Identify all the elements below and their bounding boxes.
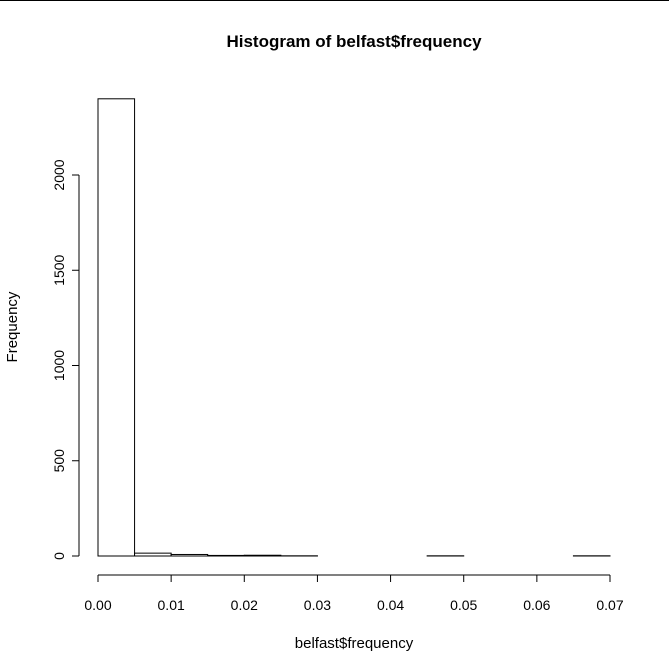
histogram-bar-4: [243, 554, 282, 557]
y-axis-label: Frequency: [4, 291, 21, 362]
bars-group: [97, 98, 611, 557]
x-tick-label-6: 0.06: [523, 597, 550, 613]
y-tick-label-2: 1000: [51, 350, 67, 381]
x-tick-label-4: 0.04: [377, 597, 404, 613]
histogram-bar-1: [134, 552, 172, 557]
top-border-line: [0, 0, 669, 1]
x-tick-label-2: 0.02: [231, 597, 258, 613]
y-tick-label-1: 500: [51, 449, 67, 473]
chart-title: Histogram of belfast$frequency: [226, 32, 482, 51]
x-axis: 0.00 0.01 0.02 0.03 0.04 0.05 0.06 0.07: [84, 574, 624, 613]
x-tick-label-0: 0.00: [84, 597, 111, 613]
histogram-bar-2: [170, 553, 209, 557]
x-tick-label-3: 0.03: [304, 597, 331, 613]
y-tick-label-0: 0: [51, 552, 67, 560]
x-tick-label-5: 0.05: [450, 597, 477, 613]
x-axis-label: belfast$frequency: [295, 635, 414, 652]
y-tick-label-4: 2000: [51, 159, 67, 190]
histogram-bar-3: [207, 554, 245, 557]
y-tick-label-3: 1500: [51, 254, 67, 285]
histogram-bar-0: [97, 98, 136, 557]
x-tick-label-7: 0.07: [596, 597, 623, 613]
x-tick-label-1: 0.01: [158, 597, 185, 613]
y-axis: 0 500 1000 1500 2000: [51, 159, 80, 560]
